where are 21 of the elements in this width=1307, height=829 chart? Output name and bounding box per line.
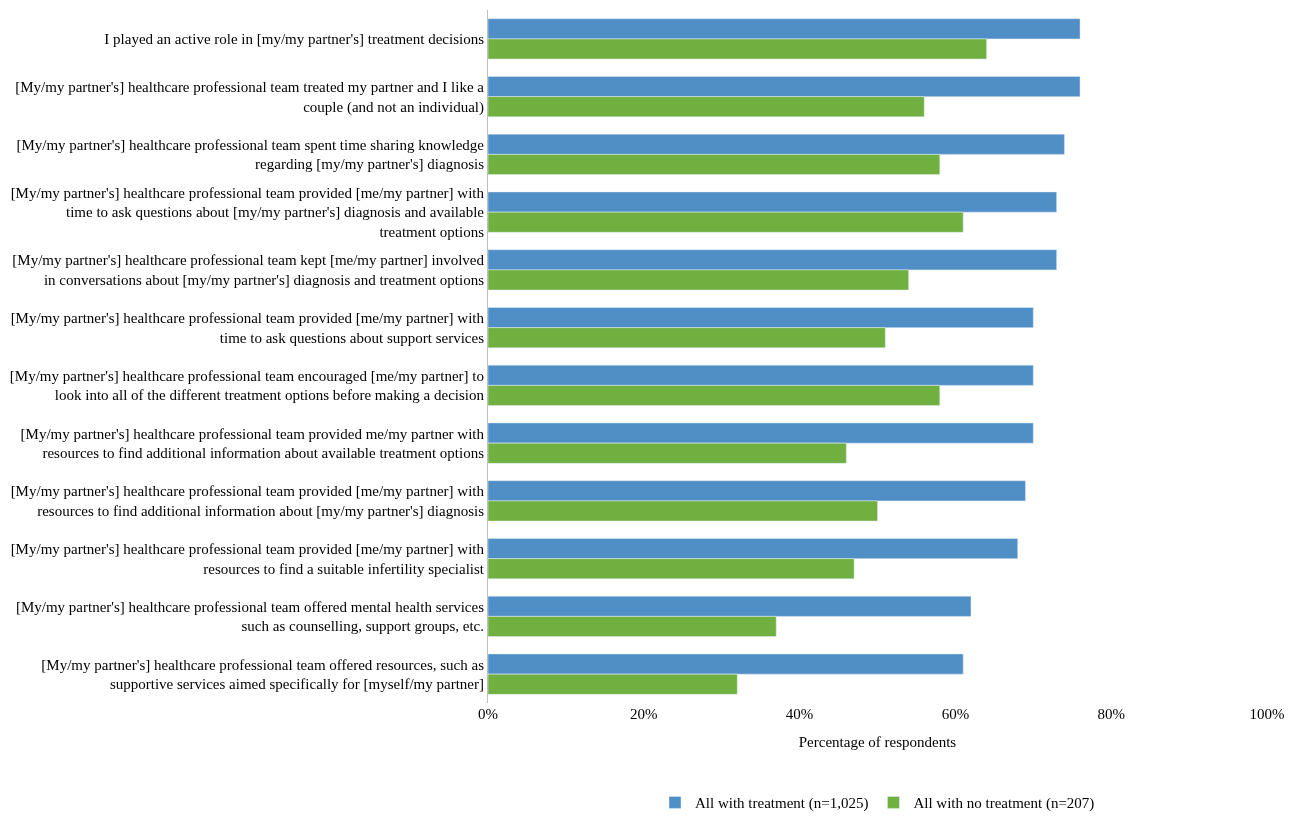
x-tick-label: 20% <box>630 706 658 722</box>
y-tick-label: [My/my partner's] healthcare professional team provided [me/my partner] with time to ask questions about support services <box>10 310 485 346</box>
y-tick-label: [My/my partner's] healthcare professional team treated my partner and I like a couple (and not an individual) <box>15 79 485 116</box>
x-tick-label: 60% <box>941 706 970 722</box>
x-tick-label: 40% <box>785 706 814 722</box>
y-tick-label: [My/my partner's] healthcare professional team offered mental health services such as counselling, support groups, etc. <box>15 598 485 635</box>
y-tick-label: [My/my partner's] healthcare professional team provided me/my partner with resources to find additional information about available treatment options <box>20 425 485 462</box>
x-tick-label: 80% <box>1097 706 1125 722</box>
y-tick-label: [My/my partner's] healthcare professional team provided [me/my partner] with time to ask questions about [my/my partner's] diagnosis and available treatment options <box>10 184 485 240</box>
y-tick-label: I played an active role in [my/my partner's] treatment decisions <box>104 31 485 48</box>
x-tick-label: 0% <box>478 706 498 722</box>
y-tick-label: [My/my partner's] healthcare professional team spent time sharing knowledge regarding [my/my partner's] diagnosis <box>16 136 485 173</box>
y-tick-label: [My/my partner's] healthcare professional team offered resources, such as supportive services aimed specifically for [myself/my partner] <box>41 656 485 693</box>
y-tick-label: [My/my partner's] healthcare professional team kept [me/my partner] involved in conversations about [my/my partner's] diagnosis and treatment options <box>12 252 485 288</box>
y-tick-label: [My/my partner's] healthcare professional team provided [me/my partner] with resources to find additional information about [my/my partner's] diagnosis <box>10 483 485 519</box>
legend-label: All with treatment (n=1,025) <box>695 795 869 813</box>
legend-label: All with no treatment (n=207) <box>913 795 1095 813</box>
y-tick-label: [My/my partner's] healthcare professional team encouraged [me/my partner] to look into all of the different treatment options before making a decision <box>9 367 485 404</box>
x-axis-title: Percentage of respondents <box>798 734 957 750</box>
x-tick-label: 100% <box>1249 706 1285 722</box>
y-tick-label: [My/my partner's] healthcare professional team provided [me/my partner] with resources to find a suitable infertility specialist <box>10 541 485 577</box>
